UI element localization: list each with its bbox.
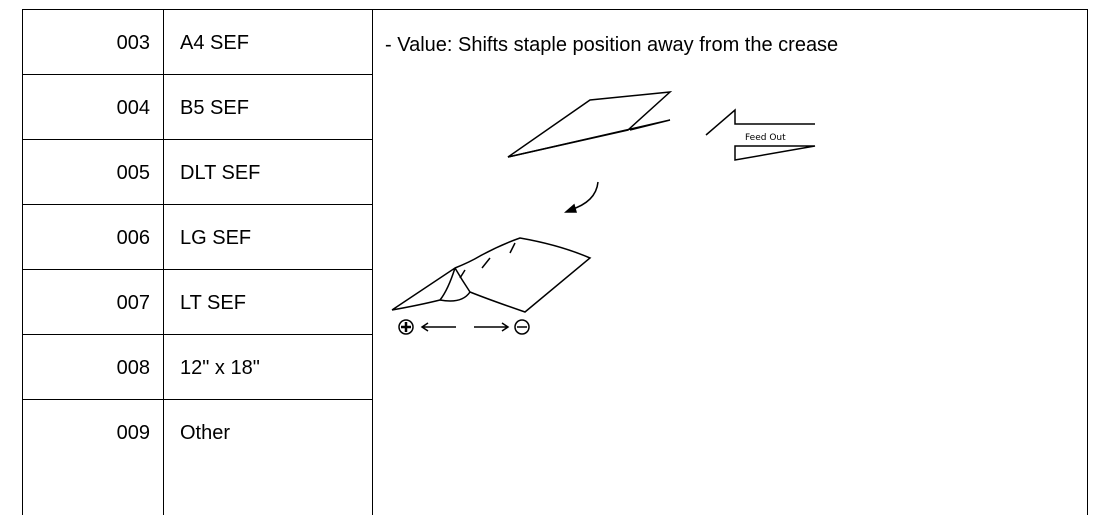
row-border — [22, 204, 372, 205]
size-cell: 12" x 18" — [180, 357, 260, 379]
shift-arrows — [420, 322, 510, 332]
border — [163, 9, 164, 515]
feed-label: Feed Out — [745, 133, 786, 143]
border — [372, 9, 373, 515]
top-border — [22, 9, 1088, 10]
plus-icon — [398, 319, 414, 335]
row-border — [22, 399, 372, 400]
note: - Value: Shifts staple position away fro… — [385, 34, 839, 56]
minus-icon — [514, 319, 530, 335]
row-border — [22, 334, 372, 335]
border — [22, 9, 23, 515]
code-cell: 007 — [116, 292, 150, 314]
size-cell: B5 SEF — [180, 97, 249, 119]
code-cell: 005 — [116, 162, 150, 184]
staples — [459, 242, 516, 279]
size-cell: Other — [180, 422, 231, 444]
feed-arrow — [705, 108, 816, 161]
paper — [507, 91, 673, 158]
stapled-paper — [391, 237, 592, 313]
plus-icon — [401, 322, 411, 332]
code-cell: 006 — [116, 227, 150, 249]
code-cell: 009 — [116, 422, 150, 444]
size-cell: LG SEF — [180, 227, 252, 249]
code-cell: 003 — [116, 32, 150, 54]
code-cell: 004 — [116, 97, 150, 119]
row-border — [22, 74, 372, 75]
code-cell: 008 — [116, 357, 150, 379]
arrow-head — [564, 203, 577, 213]
size-cell: A4 SEF — [180, 32, 249, 54]
size-cell: DLT SEF — [180, 162, 261, 184]
paper-fold — [507, 119, 671, 158]
row-border — [22, 139, 372, 140]
border — [1087, 9, 1088, 515]
size-cell: LT SEF — [180, 292, 246, 314]
row-border — [22, 269, 372, 270]
